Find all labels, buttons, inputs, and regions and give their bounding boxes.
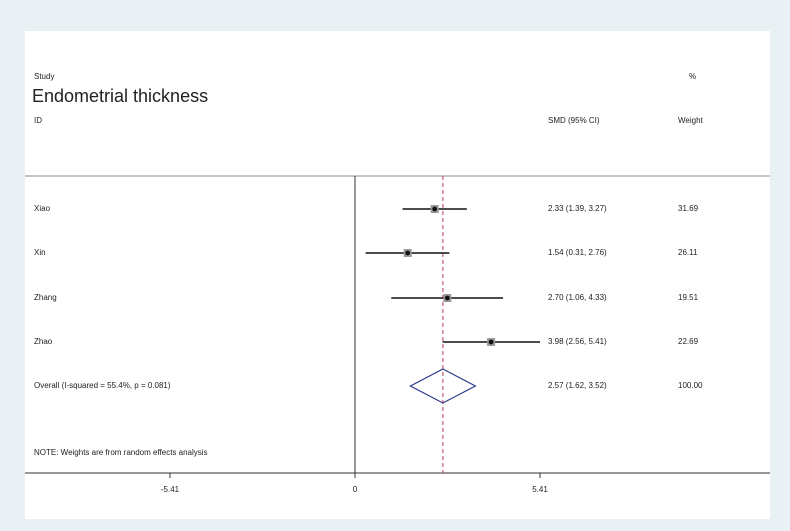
weight-text-xiao: 31.69 (678, 204, 699, 213)
id-column-label: ID (34, 116, 42, 125)
overall-diamond (409, 368, 477, 404)
overall-weight-text: 100.00 (678, 381, 703, 390)
point-estimate-zhao (488, 339, 494, 345)
weight-text-zhao: 22.69 (678, 337, 699, 346)
ci-text-xiao: 2.33 (1.39, 3.27) (548, 204, 607, 213)
overall-label: Overall (I-squared = 55.4%, p = 0.081) (34, 381, 171, 390)
x-tick-label-2: 5.41 (532, 485, 548, 494)
ci-text-zhao: 3.98 (2.56, 5.41) (548, 337, 607, 346)
point-estimate-xiao (432, 206, 438, 212)
point-estimate-xin (405, 250, 411, 256)
x-tick-label-0: -5.41 (161, 485, 180, 494)
study-label-zhao: Zhao (34, 337, 53, 346)
study-label-zhang: Zhang (34, 293, 57, 302)
footnote: NOTE: Weights are from random effects an… (34, 448, 208, 457)
percent-column-label: % (689, 72, 697, 81)
point-estimate-zhang (444, 295, 450, 301)
plot-title: Endometrial thickness (32, 86, 209, 106)
weight-column-label: Weight (678, 116, 703, 125)
ci-text-xin: 1.54 (0.31, 2.76) (548, 248, 607, 257)
x-tick-label-1: 0 (353, 485, 358, 494)
ci-column-label: SMD (95% CI) (548, 116, 600, 125)
study-label-xin: Xin (34, 248, 46, 257)
plot-panel (25, 31, 770, 519)
study-column-label: Study (34, 72, 55, 81)
overall-ci-text: 2.57 (1.62, 3.52) (548, 381, 607, 390)
ci-text-zhang: 2.70 (1.06, 4.33) (548, 293, 607, 302)
weight-text-zhang: 19.51 (678, 293, 699, 302)
study-label-xiao: Xiao (34, 204, 51, 213)
weight-text-xin: 26.11 (678, 248, 698, 257)
